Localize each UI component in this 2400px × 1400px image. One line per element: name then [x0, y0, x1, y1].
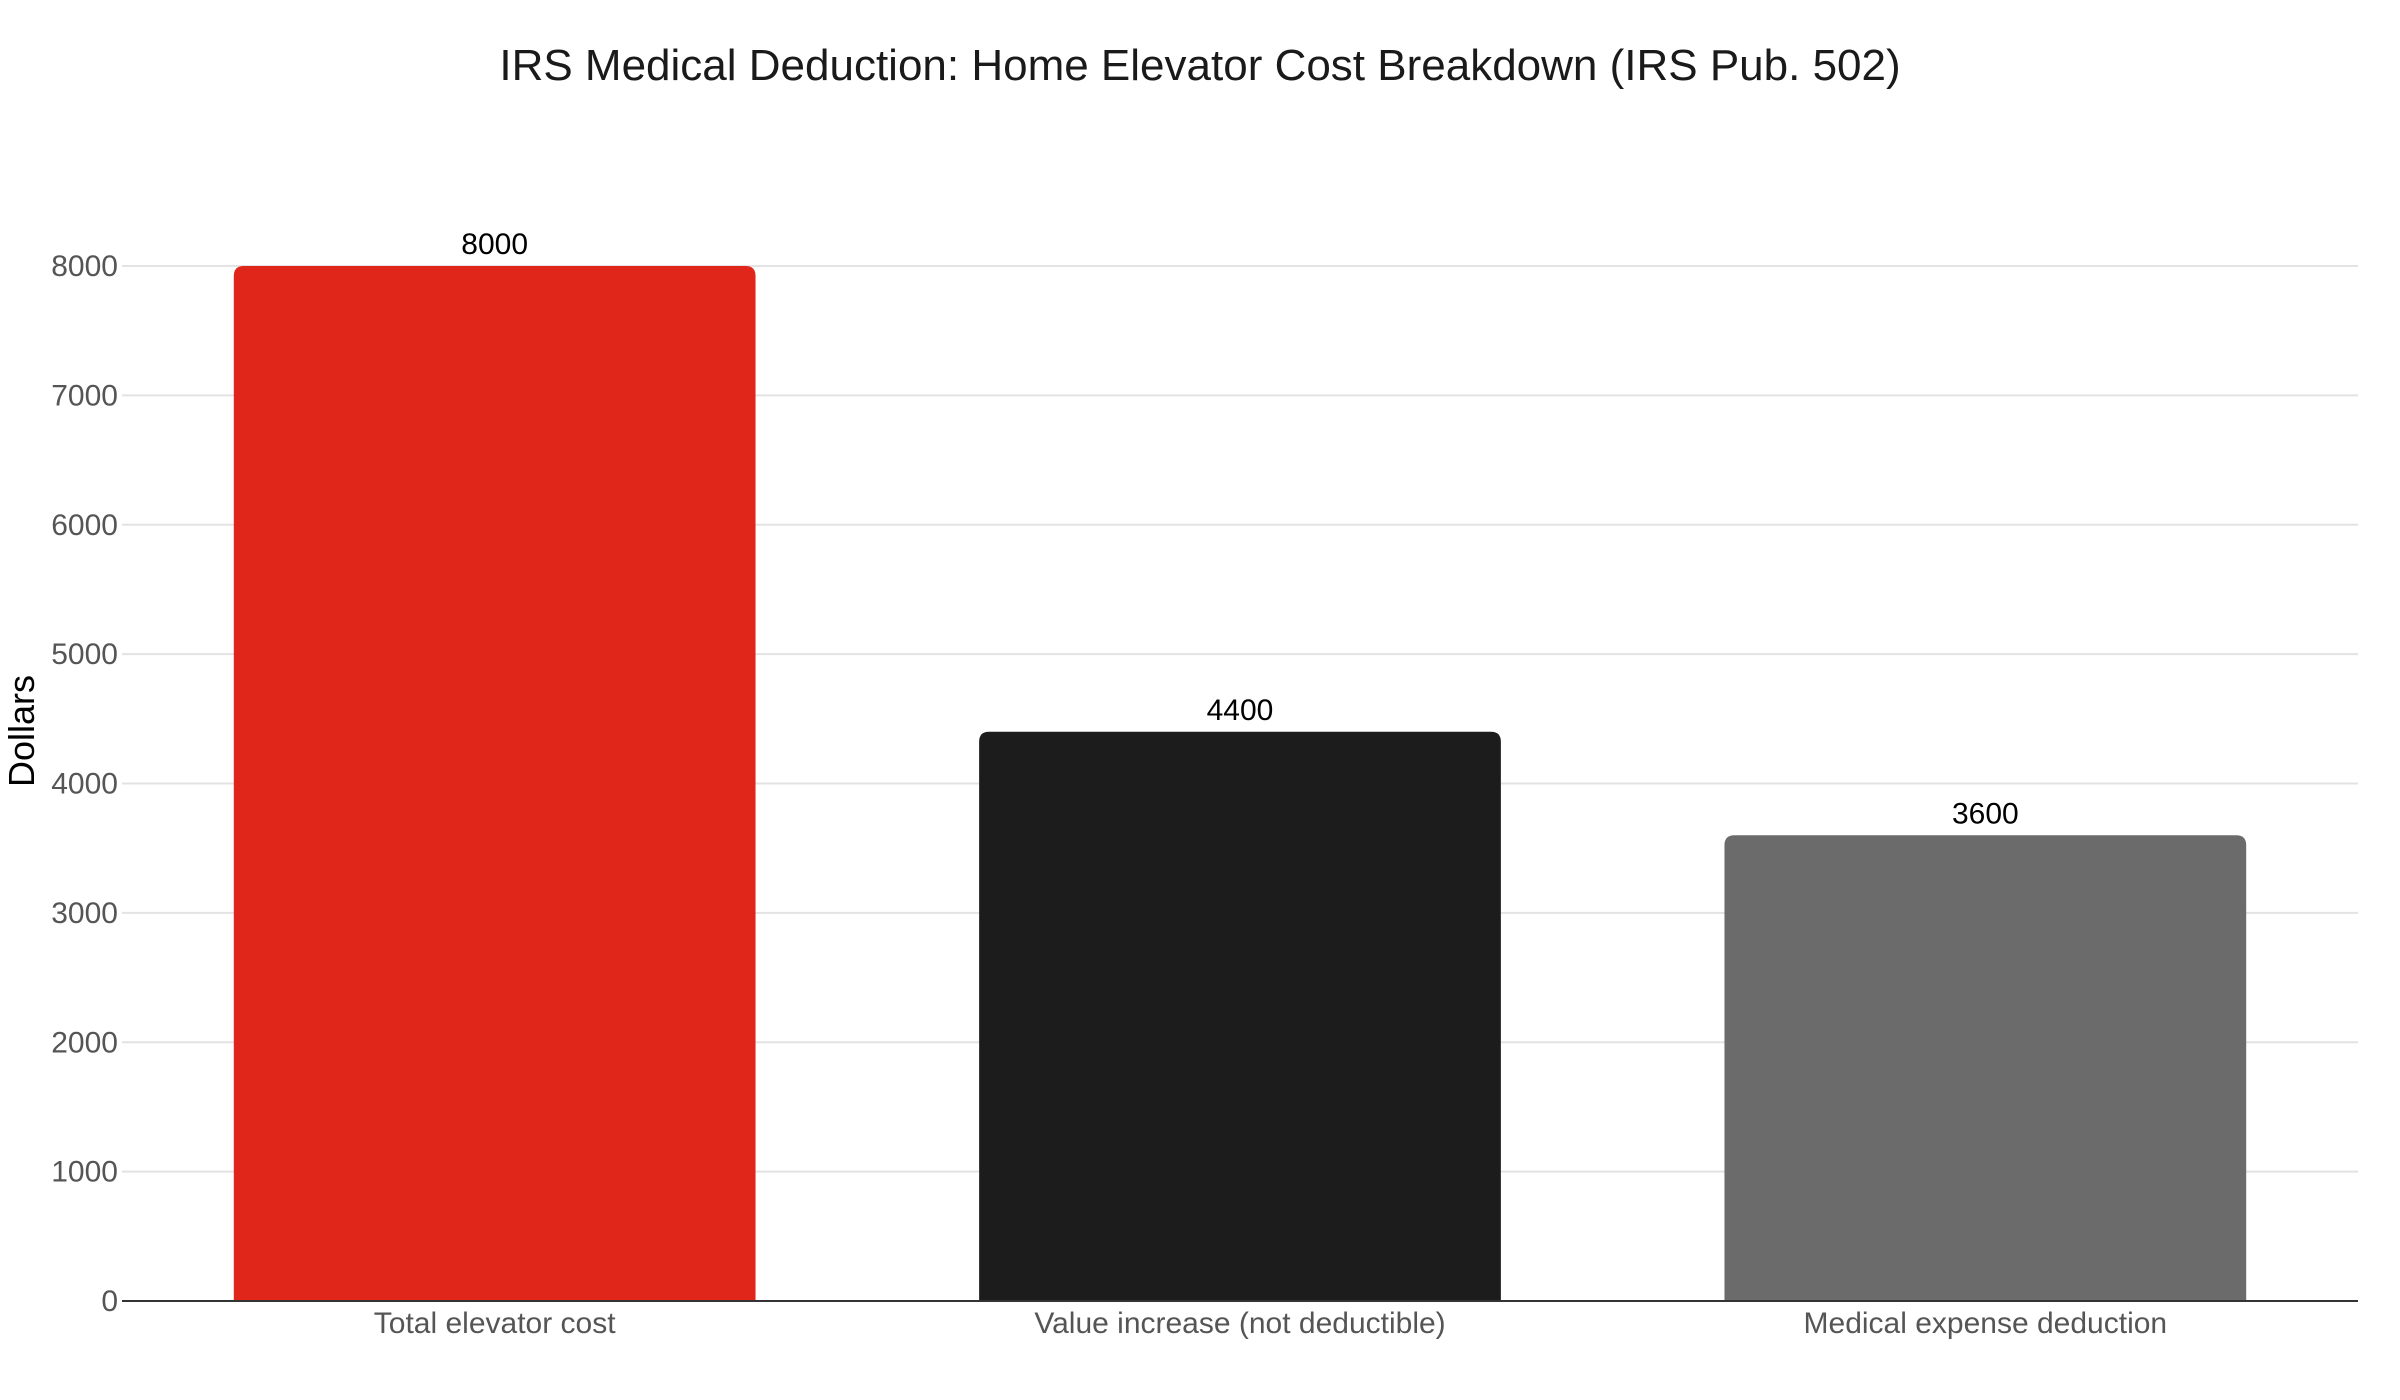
y-tick-label: 7000 — [51, 379, 118, 412]
y-tick-label: 8000 — [51, 250, 118, 283]
data-label: 3600 — [1952, 797, 2019, 830]
x-axis-ticks: Total elevator cost Value increase (not d… — [374, 1307, 2167, 1340]
y-tick-label: 3000 — [51, 897, 118, 930]
x-tick-label: Value increase (not deductible) — [1034, 1307, 1445, 1340]
bars — [233, 266, 2247, 1301]
y-tick-label: 0 — [101, 1285, 118, 1318]
bar — [979, 731, 1501, 1301]
data-labels: 8000 4400 3600 — [461, 228, 2018, 830]
y-tick-label: 5000 — [51, 638, 118, 671]
y-tick-label: 1000 — [51, 1156, 118, 1189]
x-tick-label: Total elevator cost — [374, 1307, 616, 1340]
bar — [1724, 835, 2247, 1301]
y-axis-title: Dollars — [1, 675, 42, 787]
data-label: 4400 — [1207, 694, 1274, 727]
bar — [233, 266, 756, 1301]
data-label: 8000 — [461, 228, 528, 261]
chart-title: IRS Medical Deduction: Home Elevator Cos… — [499, 41, 1900, 90]
y-tick-label: 4000 — [51, 768, 118, 801]
y-tick-label: 2000 — [51, 1026, 118, 1059]
y-tick-label: 6000 — [51, 509, 118, 542]
x-tick-label: Medical expense deduction — [1804, 1307, 2168, 1340]
y-axis-ticks: 0 1000 2000 3000 4000 5000 6000 7000 8000 — [51, 250, 118, 1318]
